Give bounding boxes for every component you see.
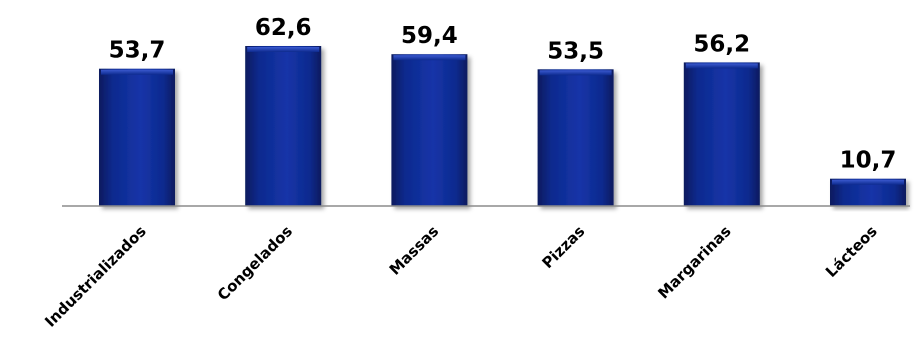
bars-group (99, 46, 906, 207)
bar-highlight-2 (393, 55, 466, 61)
bar-highlight-0 (101, 69, 173, 75)
value-label-3: 53,5 (547, 38, 604, 64)
category-label-5: Lácteos (822, 222, 881, 281)
bar-highlight-5 (832, 179, 904, 185)
labels-group: 53,7 62,6 59,4 53,5 56,2 10,7 (109, 15, 897, 174)
bar-highlight-1 (247, 47, 320, 52)
bar-highlight-3 (539, 70, 612, 76)
value-label-0: 53,7 (109, 38, 166, 64)
bar-0 (99, 68, 175, 206)
category-label-2: Massas (386, 222, 443, 279)
category-labels-group: Industrializados Congelados Massas Pizzas Ma… (41, 222, 881, 331)
bar-2 (391, 54, 468, 207)
category-label-0: Industrializados (41, 222, 150, 331)
bar-1 (245, 46, 322, 206)
value-label-5: 10,7 (840, 148, 897, 174)
value-label-1: 62,6 (255, 15, 312, 41)
category-label-4: Margarinas (654, 222, 734, 302)
category-label-3: Pizzas (538, 222, 588, 272)
bar-highlight-4 (685, 63, 758, 69)
category-label-1: Congelados (214, 222, 296, 304)
bar-4 (683, 62, 760, 207)
bar-3 (537, 69, 614, 206)
value-label-4: 56,2 (693, 31, 750, 57)
value-label-2: 59,4 (401, 23, 458, 49)
